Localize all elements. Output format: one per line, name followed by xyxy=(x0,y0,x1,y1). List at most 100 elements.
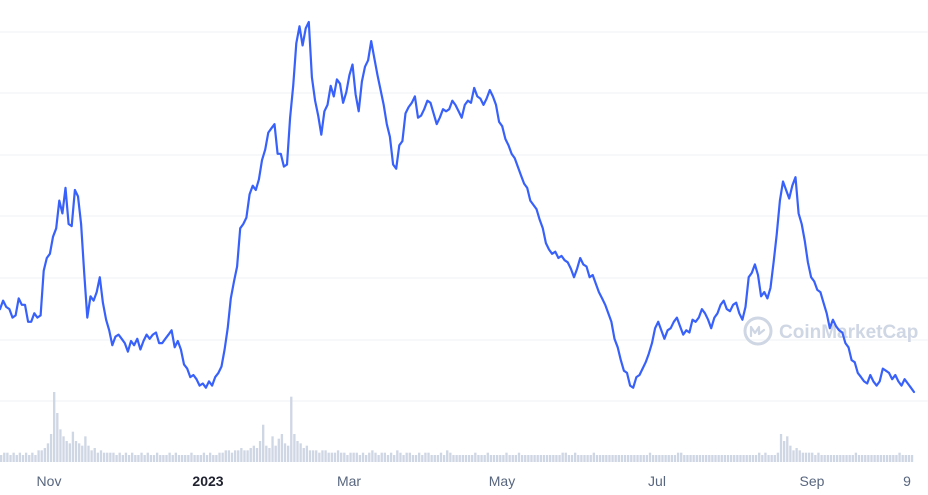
volume-bar xyxy=(59,429,62,462)
volume-bar xyxy=(811,452,814,462)
volume-bar xyxy=(458,455,461,462)
grid-lines xyxy=(0,31,928,402)
volume-bar xyxy=(81,445,84,462)
volume-bar xyxy=(177,455,181,462)
volume-bar xyxy=(773,455,776,462)
volume-bar xyxy=(789,445,792,462)
volume-bar xyxy=(804,452,808,462)
volume-bar xyxy=(240,448,243,462)
volume-bar xyxy=(564,452,567,462)
volume-bar xyxy=(109,452,112,462)
volume-bar xyxy=(190,452,193,462)
volume-bar xyxy=(854,452,858,462)
volume-bar xyxy=(3,452,6,462)
x-tick-label: Jul xyxy=(648,473,666,489)
watermark-text: CoinMarketCap xyxy=(779,322,918,343)
volume-bar xyxy=(829,455,833,462)
volume-bar xyxy=(90,450,93,462)
volume-bar xyxy=(623,455,627,462)
volume-bar xyxy=(352,452,355,462)
volume-bar xyxy=(836,455,839,462)
volume-bar xyxy=(733,455,736,462)
volume-bar xyxy=(642,455,645,462)
volume-bar xyxy=(633,455,636,462)
volume-bar xyxy=(62,436,65,462)
volume-bar xyxy=(40,450,43,462)
volume-bar xyxy=(895,455,898,462)
volume-bar xyxy=(820,455,823,462)
volume-bar xyxy=(477,455,480,462)
volume-bar xyxy=(499,455,502,462)
volume-bar xyxy=(885,455,889,462)
volume-bar xyxy=(268,448,271,462)
volume-bar xyxy=(471,455,474,462)
volume-bar xyxy=(436,455,440,462)
volume-bar xyxy=(199,455,202,462)
volume-bar xyxy=(495,455,499,462)
volume-bar xyxy=(670,455,673,462)
volume-bar xyxy=(218,452,221,462)
volume-bar xyxy=(221,452,224,462)
volume-bar xyxy=(910,455,914,462)
volume-bar xyxy=(318,452,321,462)
volume-bar xyxy=(383,452,387,462)
volume-bar xyxy=(723,455,727,462)
volume-bar xyxy=(573,452,577,462)
volume-bar xyxy=(514,455,518,462)
volume-bar xyxy=(364,455,368,462)
volume-bar xyxy=(134,455,137,462)
volume-bar xyxy=(330,452,333,462)
volume-bar xyxy=(87,445,90,462)
volume-bar xyxy=(430,455,433,462)
volume-bar xyxy=(237,450,240,462)
volume-bar xyxy=(586,455,589,462)
volume-bar xyxy=(402,455,405,462)
volume-bar xyxy=(742,455,745,462)
volume-bar xyxy=(589,455,592,462)
volume-bar xyxy=(414,455,418,462)
volume-bar xyxy=(265,445,268,462)
volume-bar xyxy=(467,455,471,462)
volume-bar xyxy=(464,455,468,462)
volume-bar xyxy=(549,455,552,462)
volume-bar xyxy=(321,450,324,462)
volume-bar xyxy=(53,392,56,462)
volume-bar xyxy=(93,448,96,462)
volume-bar xyxy=(673,455,677,462)
volume-bar xyxy=(212,455,215,462)
volume-bar xyxy=(879,455,883,462)
volume-bar xyxy=(99,450,103,462)
volume-bar xyxy=(227,450,231,462)
volume-bar xyxy=(324,450,327,462)
volume-bar xyxy=(480,455,483,462)
volume-bar xyxy=(343,452,346,462)
volume-bar xyxy=(873,455,876,462)
volume-bar xyxy=(202,452,206,462)
volume-bar xyxy=(583,455,586,462)
volume-bar xyxy=(171,455,174,462)
volume-bar xyxy=(34,455,37,462)
volume-bar xyxy=(748,455,751,462)
volume-bar xyxy=(361,452,365,462)
volume-bar xyxy=(792,450,795,462)
volume-bar xyxy=(106,452,109,462)
volume-bar xyxy=(676,452,680,462)
volume-bar xyxy=(293,434,296,462)
x-tick-label: Nov xyxy=(37,473,62,489)
volume-bar xyxy=(851,455,854,462)
volume-bar xyxy=(689,455,692,462)
volume-bar xyxy=(115,455,118,462)
volume-bar xyxy=(655,455,658,462)
volume-bar xyxy=(770,455,773,462)
volume-bar xyxy=(127,455,131,462)
volume-bar xyxy=(520,455,524,462)
volume-bar xyxy=(152,455,156,462)
volume-bar xyxy=(461,455,464,462)
volume-bar xyxy=(530,455,533,462)
volume-bar xyxy=(839,455,842,462)
volume-bar xyxy=(315,450,318,462)
volume-bar xyxy=(77,443,81,462)
volume-bar xyxy=(174,452,178,462)
volume-bar xyxy=(892,455,895,462)
volume-bar xyxy=(698,455,702,462)
